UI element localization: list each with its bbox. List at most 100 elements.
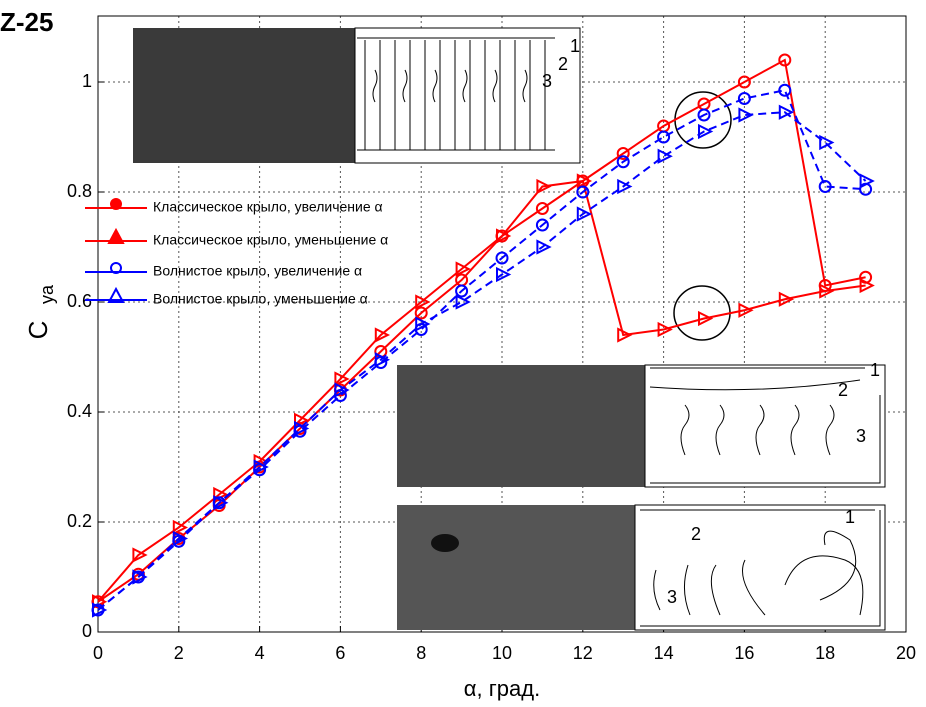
point [616, 147, 630, 160]
point [576, 206, 593, 222]
point [697, 108, 711, 122]
x-tick-label: 18 [815, 643, 835, 663]
point [415, 294, 431, 310]
chart-title: Z-25 [0, 7, 53, 37]
inset-label: 2 [838, 380, 848, 400]
point [738, 302, 754, 318]
legend-marker [107, 286, 125, 303]
point [778, 291, 795, 307]
point [535, 218, 549, 232]
y-axis-label-main: C [23, 321, 53, 340]
point [334, 382, 350, 398]
x-tick-label: 4 [255, 643, 265, 663]
point [778, 53, 792, 67]
point [213, 495, 229, 511]
point [859, 277, 875, 294]
inset-label: 3 [856, 426, 866, 446]
inset-photo-detail [431, 534, 459, 552]
y-tick-label: 0.8 [67, 181, 92, 201]
x-tick-label: 16 [734, 643, 754, 663]
inset-photo [397, 365, 645, 487]
point [132, 569, 148, 585]
y-tick-label: 0.2 [67, 511, 92, 531]
point [132, 547, 148, 563]
point [737, 75, 751, 89]
x-tick-label: 6 [335, 643, 345, 663]
point [738, 107, 754, 123]
point [172, 519, 189, 536]
x-tick-label: 0 [93, 643, 103, 663]
inset-diagram [354, 27, 581, 164]
plot-frame [97, 15, 907, 633]
point [415, 316, 431, 332]
inset-photo [133, 28, 355, 163]
y-tick-label: 0 [82, 621, 92, 641]
point [576, 173, 593, 189]
series-line [97, 58, 866, 603]
inset-label: 1 [870, 360, 880, 380]
series-line [97, 111, 867, 611]
legend-label: Классическое крыло, увеличение α [153, 199, 383, 215]
point [819, 283, 835, 299]
point [253, 459, 269, 475]
point [294, 412, 310, 428]
point [496, 228, 512, 244]
point [657, 130, 671, 144]
inset-label: 2 [691, 524, 701, 544]
point [616, 155, 630, 169]
point [859, 173, 875, 189]
legend-label: Волнистое крыло, уменьшение α [153, 291, 368, 307]
y-axis-label-sub: ya [37, 284, 57, 304]
point [657, 321, 673, 338]
point [576, 185, 590, 199]
inset-photo [397, 505, 635, 630]
y-tick-label: 1 [82, 71, 92, 91]
point [455, 261, 471, 277]
y-axis-label: C ya [23, 284, 57, 339]
x-axis-label: α, град. [464, 676, 540, 701]
legend-marker [107, 227, 125, 244]
series-line [97, 179, 866, 603]
point [698, 123, 714, 140]
legend-label: Классическое крыло, уменьшение α [153, 232, 388, 248]
point [496, 266, 512, 283]
point [657, 119, 671, 133]
insets: 1 2 3 1 2 3 1 2 3 [133, 27, 886, 631]
point [172, 530, 189, 547]
x-tick-label: 14 [654, 643, 674, 663]
x-tick-label: 12 [573, 643, 593, 663]
point [414, 306, 428, 320]
legend-marker [110, 262, 122, 274]
point [617, 327, 633, 343]
point [374, 327, 391, 343]
point [778, 83, 792, 97]
inset-label: 2 [558, 54, 568, 74]
y-tick-label: 0.4 [67, 401, 92, 421]
point [657, 148, 673, 164]
point [374, 352, 391, 368]
inset-label: 1 [845, 507, 855, 527]
x-tick-label: 2 [174, 643, 184, 663]
point [819, 134, 835, 151]
point [455, 284, 469, 298]
inset-label: 3 [667, 587, 677, 607]
x-tick-label: 20 [896, 643, 916, 663]
legend-marker [110, 198, 122, 210]
x-tick-label: 10 [492, 643, 512, 663]
point [535, 202, 549, 215]
legend-label: Волнистое крыло, увеличение α [153, 263, 362, 279]
point [455, 294, 471, 310]
point [698, 310, 714, 327]
inset-sketch [357, 37, 555, 151]
point [617, 178, 633, 195]
inset-sketch [640, 509, 881, 627]
point [536, 178, 552, 195]
point [536, 239, 552, 255]
inset-sketch [649, 367, 881, 484]
point [697, 97, 711, 111]
point [778, 104, 795, 120]
inset-label: 1 [570, 36, 580, 56]
point [294, 420, 310, 437]
x-tick-label: 8 [416, 643, 426, 663]
